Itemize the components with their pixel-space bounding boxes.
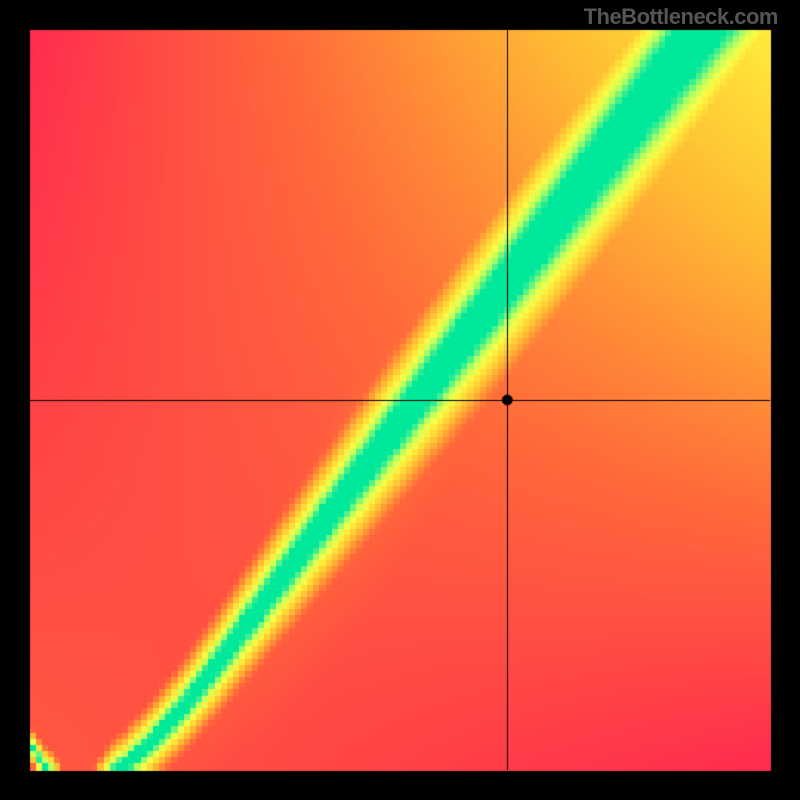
figure-container: TheBottleneck.com <box>0 0 800 800</box>
bottleneck-heatmap <box>0 0 800 800</box>
watermark-text: TheBottleneck.com <box>584 4 778 30</box>
